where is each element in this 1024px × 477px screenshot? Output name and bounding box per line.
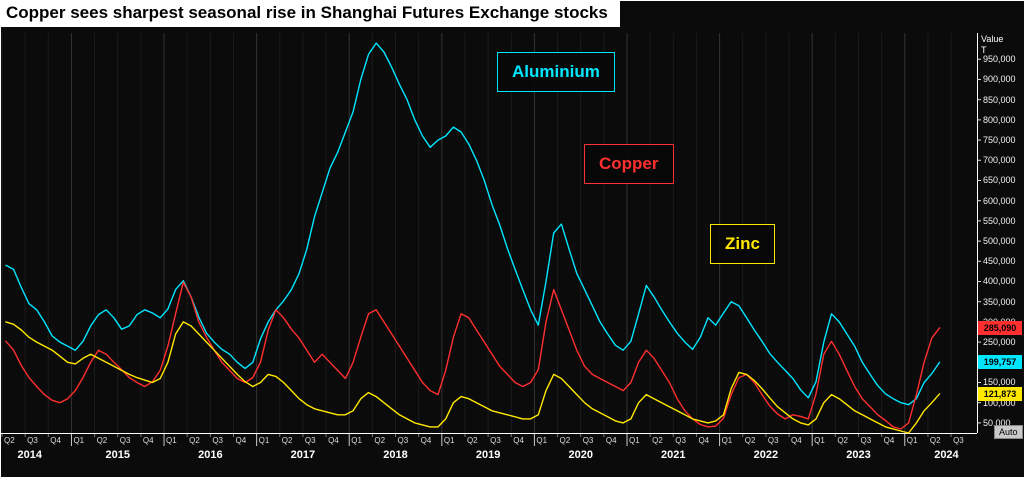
series-line-copper xyxy=(5,281,941,430)
unit-label: T xyxy=(981,45,987,55)
legend-aluminium[interactable]: Aluminium xyxy=(497,52,615,92)
last-value-badge-zinc: 121,873 xyxy=(978,386,1022,401)
last-value-badge-aluminium: 199,757 xyxy=(978,355,1022,370)
series-line-zinc xyxy=(5,321,941,434)
value-label: Value xyxy=(981,34,1004,44)
chart-title: Copper sees sharpest seasonal rise in Sh… xyxy=(0,0,620,27)
y-axis-unit-label: Value T xyxy=(981,34,1003,56)
series-line-aluminium xyxy=(5,42,941,406)
last-value-badge-copper: 285,090 xyxy=(978,320,1022,335)
legend-zinc[interactable]: Zinc xyxy=(710,224,775,264)
legend-copper[interactable]: Copper xyxy=(584,144,674,184)
auto-scale-button[interactable]: Auto xyxy=(994,425,1023,439)
